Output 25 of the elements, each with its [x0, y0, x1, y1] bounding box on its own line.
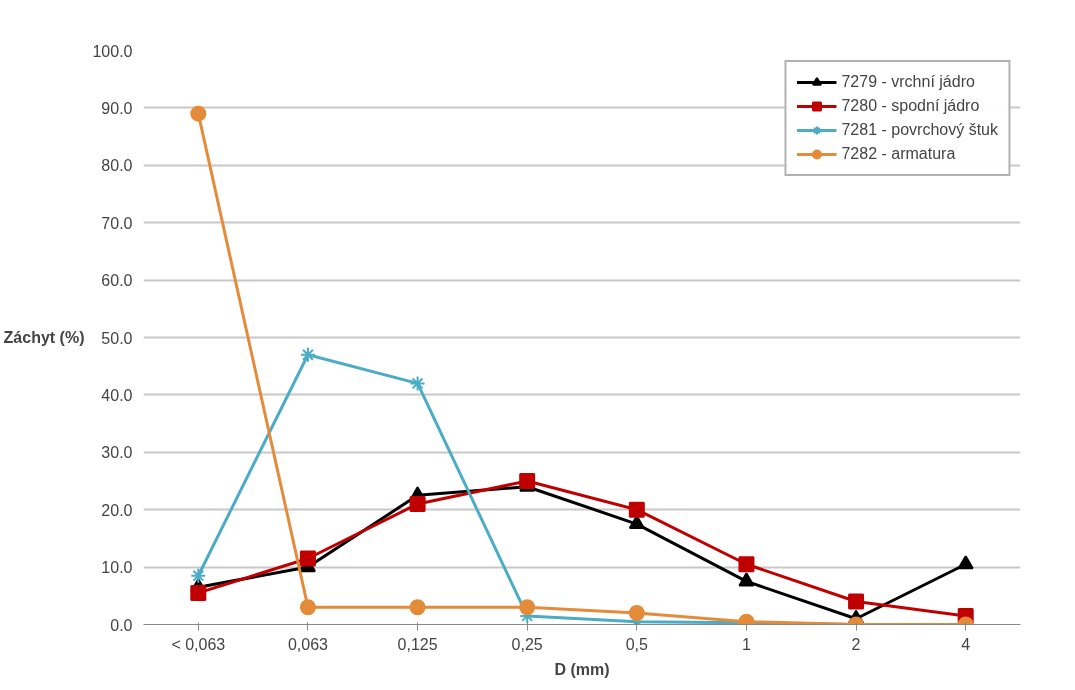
x-tick-label: 1 [741, 635, 751, 653]
y-tick-label: 60.0 [101, 272, 133, 290]
y-tick-label: 30.0 [101, 444, 133, 462]
x-tick-label: < 0,063 [171, 635, 226, 653]
legend-label: 7282 - armatura [841, 145, 956, 163]
y-tick-label: 80.0 [101, 157, 133, 175]
y-tick-label: 40.0 [101, 386, 133, 404]
x-tick-label: 0,125 [397, 635, 438, 653]
y-tick-label: 70.0 [101, 214, 133, 232]
y-tick-label: 0.0 [110, 616, 133, 634]
x-tick-label: 0,25 [511, 635, 543, 653]
x-tick-label: 2 [851, 635, 861, 653]
legend-label: 7281 - povrchový štuk [841, 121, 998, 139]
y-tick-label: 100.0 [92, 42, 133, 60]
y-tick-label: 90.0 [101, 99, 133, 117]
x-tick-label: 4 [961, 635, 971, 653]
x-axis-title: D (mm) [554, 660, 610, 678]
y-tick-label: 50.0 [101, 329, 133, 347]
y-axis-title: Záchyt (%) [3, 329, 85, 346]
legend-label: 7279 - vrchní jádro [841, 73, 975, 91]
x-tick-label: 0,5 [625, 635, 649, 653]
legend-label: 7280 - spodní jádro [841, 97, 980, 115]
x-tick-label: 0,063 [287, 635, 329, 653]
y-tick-label: 20.0 [101, 501, 133, 519]
y-tick-label: 10.0 [101, 559, 133, 577]
